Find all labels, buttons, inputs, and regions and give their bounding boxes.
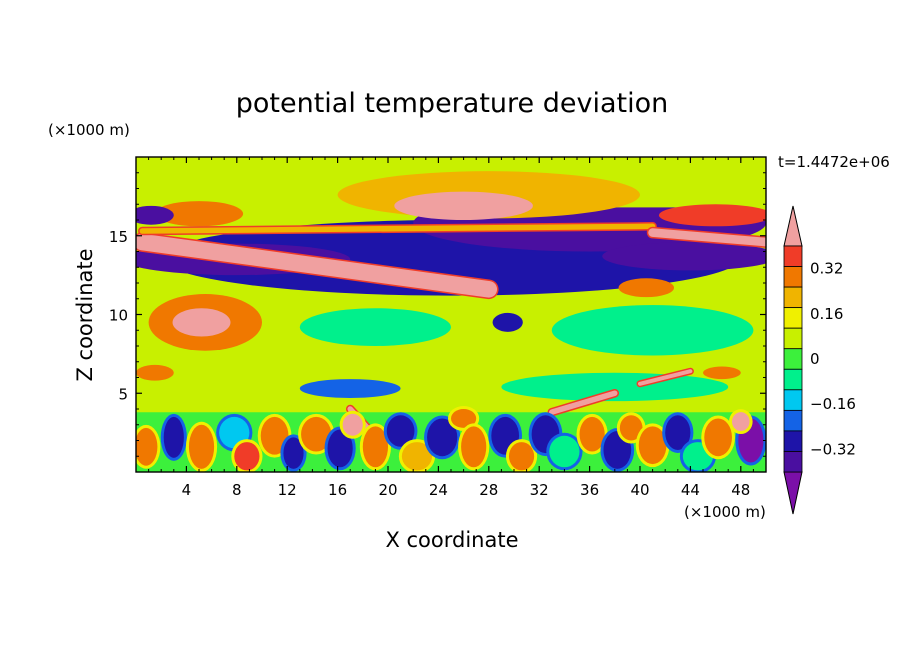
contour-cell: [731, 412, 750, 432]
contour-streak: [638, 369, 693, 386]
contour-region: [299, 308, 451, 346]
contour-cell: [665, 415, 691, 450]
y-unit-label: (×1000 m): [48, 121, 130, 139]
colorbar-label: 0.32: [810, 260, 843, 278]
colorbar-label: 0: [810, 350, 820, 368]
contour-region: [703, 366, 741, 380]
contour-cell: [163, 416, 184, 458]
colorbar-box: [783, 409, 803, 432]
colorbar-box: [783, 451, 803, 473]
contour-cell: [301, 416, 332, 452]
contour-region: [618, 278, 675, 298]
contour-cell: [401, 442, 433, 471]
y-tick-label: 15: [109, 228, 128, 246]
contour-region: [394, 191, 533, 220]
colorbar-box: [783, 307, 803, 329]
contour-region: [172, 308, 231, 337]
x-tick-label: 8: [232, 481, 242, 499]
colorbar-box: [783, 286, 803, 309]
contour-streak: [549, 390, 618, 415]
colorbar: 0.32 0.16 0 −0.16 −0.32: [783, 205, 856, 515]
contour-cell: [579, 416, 605, 452]
contour-cell: [260, 416, 289, 455]
contour-region: [492, 312, 523, 332]
x-tick-label: 28: [479, 481, 498, 499]
colorbar-min-triangle: [783, 471, 803, 515]
y-tick-label: 10: [109, 307, 128, 325]
colorbar-box: [783, 368, 803, 391]
contour-cell: [234, 442, 260, 471]
contour-cell: [342, 413, 363, 436]
colorbar-label: −0.16: [810, 395, 856, 413]
contour-cell: [549, 435, 580, 468]
x-tick-label: 40: [630, 481, 649, 499]
contour-cell: [427, 418, 458, 457]
x-tick-label: 44: [681, 481, 700, 499]
contour-region: [658, 204, 766, 227]
contour-cell: [386, 415, 415, 447]
contour-region: [501, 372, 729, 402]
contour-streak: [648, 228, 766, 247]
contour-cell: [461, 426, 487, 468]
x-tick-label: 36: [580, 481, 599, 499]
colorbar-label: −0.32: [810, 440, 856, 458]
x-tick-label: 24: [429, 481, 448, 499]
contour-cell: [704, 418, 732, 457]
x-unit-label: (×1000 m): [684, 503, 766, 521]
contour-cell: [508, 442, 535, 471]
contour-streak: [139, 223, 656, 234]
contour-cell: [362, 426, 388, 468]
time-label: t=1.4472e+06: [778, 153, 890, 171]
contour-cell: [638, 426, 667, 465]
contour-cell: [136, 427, 158, 466]
contour-region: [136, 364, 174, 381]
contour-region: [602, 242, 766, 271]
y-axis-label: Z coordinate: [73, 248, 97, 381]
colorbar-max-triangle: [783, 205, 803, 247]
contour-region: [136, 292, 766, 306]
colorbar-box: [783, 389, 803, 411]
x-tick-label: 20: [378, 481, 397, 499]
x-axis-label: X coordinate: [385, 528, 518, 552]
colorbar-box: [783, 266, 803, 288]
x-tick-label: 32: [530, 481, 549, 499]
colorbar-box: [783, 327, 803, 350]
contour-streak: [136, 233, 498, 298]
contour-region: [551, 305, 754, 356]
colorbar-box: [783, 430, 803, 452]
contour-cell: [283, 437, 304, 469]
y-tick-label: 5: [118, 385, 128, 403]
x-tick-label: 48: [731, 481, 750, 499]
colorbar-label: 0.16: [810, 305, 843, 323]
contour-region: [299, 379, 401, 398]
contour-region: [136, 205, 174, 225]
contour-region: [154, 201, 244, 227]
contour-cell: [619, 415, 643, 441]
colorbar-box: [783, 348, 803, 370]
contour-field: [136, 157, 766, 472]
chart-title: potential temperature deviation: [236, 88, 668, 119]
colorbar-box: [783, 245, 803, 267]
x-tick-label: 16: [328, 481, 347, 499]
x-tick-label: 12: [278, 481, 297, 499]
contour-cell: [188, 424, 215, 469]
contour-cell: [451, 409, 477, 428]
x-tick-label: 4: [182, 481, 192, 499]
contour-cell: [327, 429, 353, 468]
